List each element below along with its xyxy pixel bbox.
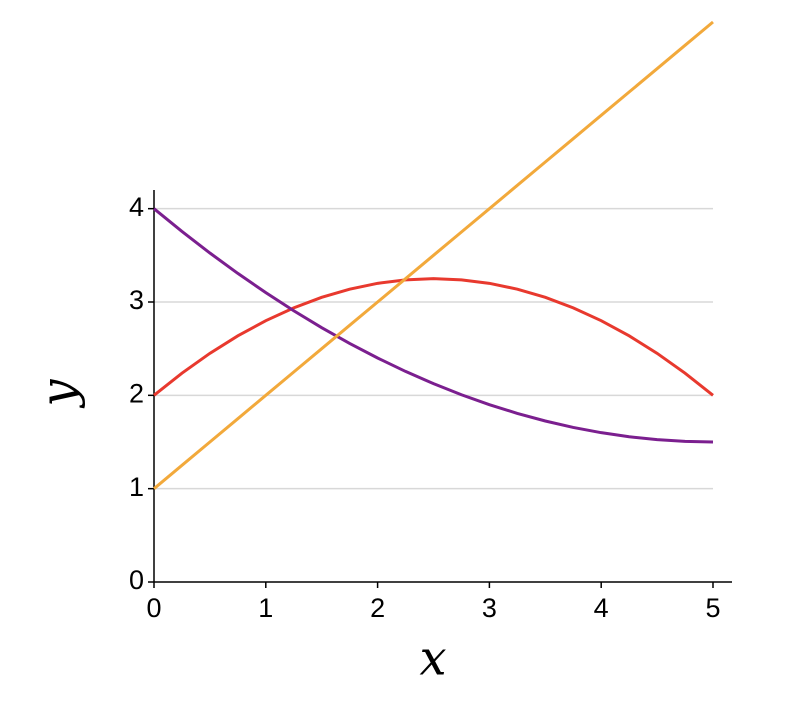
x-tick-label: 0 <box>146 593 161 623</box>
x-tick-label: 2 <box>370 593 385 623</box>
line-series <box>153 277 714 397</box>
x-tick-label: 4 <box>594 593 609 623</box>
x-tick-label: 5 <box>705 593 720 623</box>
y-tick-label: 2 <box>129 378 144 408</box>
line-series <box>153 207 714 444</box>
y-tick-label: 3 <box>129 285 144 315</box>
y-tick-label: 4 <box>129 192 144 222</box>
y-axis-label: y <box>31 379 87 409</box>
y-tick-label: 0 <box>129 565 144 595</box>
line-series <box>153 20 714 490</box>
y-tick-label: 1 <box>129 472 144 502</box>
x-axis-label: x <box>419 631 446 687</box>
x-tick-label: 3 <box>482 593 497 623</box>
x-tick-label: 1 <box>258 593 273 623</box>
